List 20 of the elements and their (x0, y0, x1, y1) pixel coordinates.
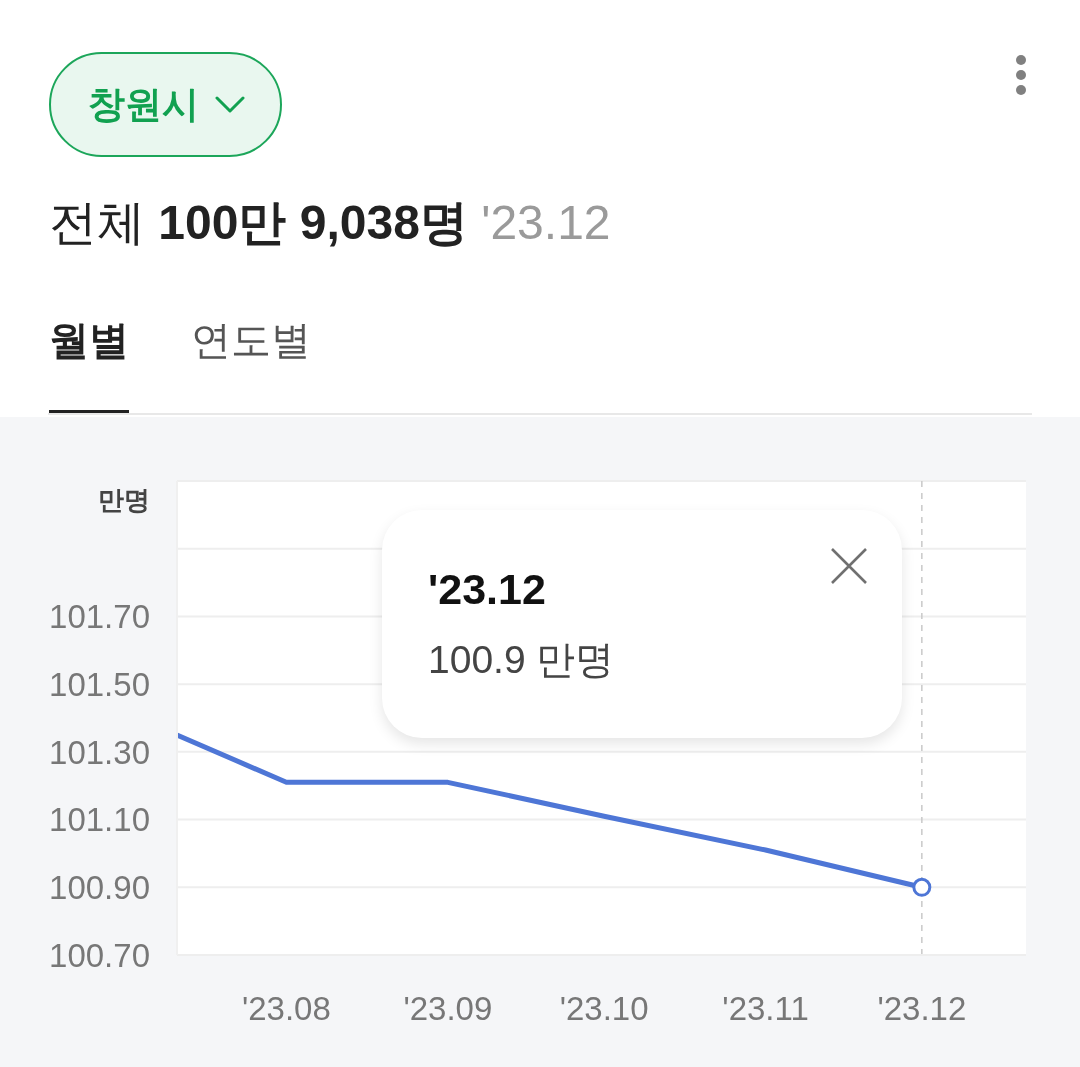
x-tick-label: '23.12 (877, 990, 967, 1028)
y-tick-label: 101.10 (49, 801, 150, 839)
text: 연도별 (191, 318, 311, 362)
x-tick-label: '23.09 (403, 990, 493, 1028)
annotation: '23.12 (428, 565, 546, 613)
y-axis-title: 만명 (98, 485, 150, 515)
y-tick-label: 101.70 (49, 598, 150, 636)
y-tick-label: 100.70 (49, 936, 150, 974)
x-tick-label: '23.11 (722, 990, 809, 1028)
y-tick-label: 100.90 (49, 869, 150, 906)
dropdown-button: 창원시 (49, 52, 282, 157)
x-tick-label: '23.08 (241, 990, 331, 1028)
text: 월별 (49, 318, 129, 362)
tooltip-card: '23.12 100.9 만명 (382, 510, 902, 738)
chart-subtitle: '23.12 (481, 196, 611, 249)
annotation: 100.9 만명 (428, 638, 615, 681)
y-tick-label: 101.50 (49, 665, 150, 703)
x-tick-label: '23.10 (559, 990, 649, 1028)
y-tick-label: 101.30 (49, 733, 150, 771)
chart-title: 전체 100만 9,038명 (49, 196, 468, 249)
